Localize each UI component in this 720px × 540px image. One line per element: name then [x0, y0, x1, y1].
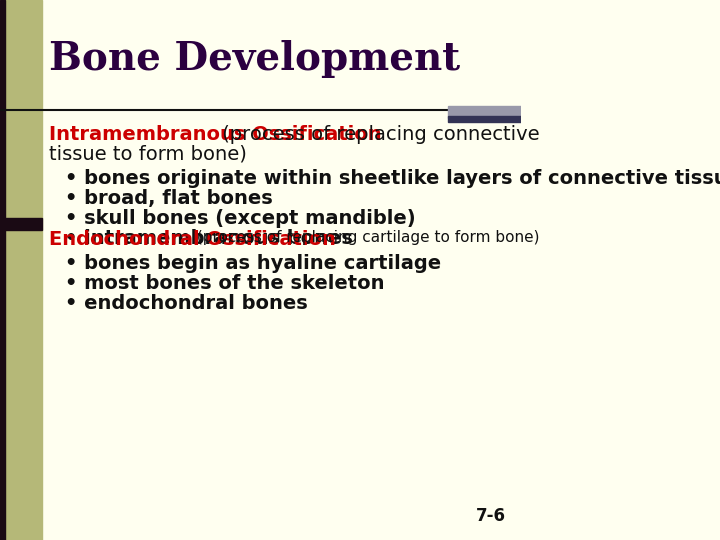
Text: tissue to form bone): tissue to form bone) — [49, 145, 247, 164]
Text: • skull bones (except mandible): • skull bones (except mandible) — [65, 209, 415, 228]
Bar — [449, 106, 521, 118]
Bar — [449, 116, 521, 122]
Text: • endochondral bones: • endochondral bones — [65, 294, 308, 313]
Text: Intramembranous Ossification: Intramembranous Ossification — [49, 125, 382, 144]
Text: • intramembranous bones: • intramembranous bones — [65, 229, 353, 248]
Text: • broad, flat bones: • broad, flat bones — [65, 189, 273, 208]
Text: • bones begin as hyaline cartilage: • bones begin as hyaline cartilage — [65, 254, 441, 273]
Bar — [0, 218, 42, 230]
Text: • bones originate within sheetlike layers of connective tissues: • bones originate within sheetlike layer… — [65, 169, 720, 188]
Text: (process of replacing connective: (process of replacing connective — [215, 125, 539, 144]
Text: 7-6: 7-6 — [477, 507, 506, 525]
Text: Endochondral Ossification: Endochondral Ossification — [49, 230, 336, 249]
Text: (process of replacing cartilage to form bone): (process of replacing cartilage to form … — [192, 230, 540, 245]
Text: • most bones of the skeleton: • most bones of the skeleton — [65, 274, 384, 293]
Text: Bone Development: Bone Development — [49, 40, 460, 78]
Bar — [0, 0, 5, 540]
Bar — [0, 0, 42, 540]
